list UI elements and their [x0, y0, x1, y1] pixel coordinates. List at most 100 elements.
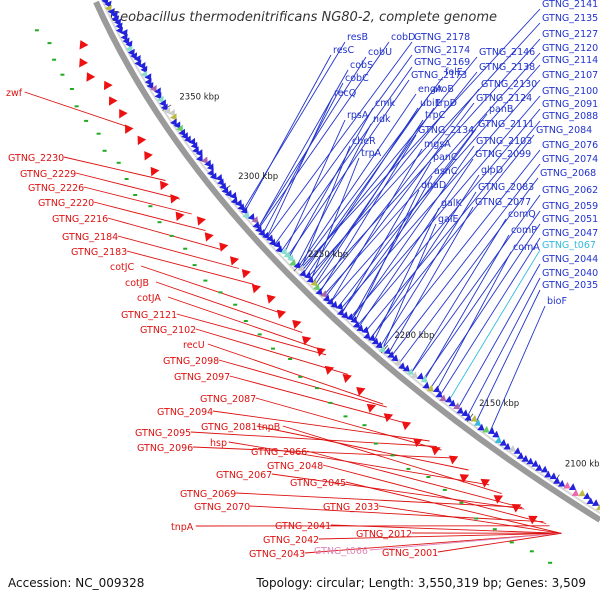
- gene-label-gtng-2102: GTNG_2102: [140, 325, 196, 336]
- reverse-gene-arrow: [248, 281, 261, 294]
- gc-skew-tick: [363, 424, 367, 426]
- gene-label-tnpb: tnpB: [258, 422, 280, 433]
- forward-leader-line: [359, 159, 473, 326]
- gene-label-cotjb: cotJB: [125, 278, 149, 289]
- gene-label-gale: galE: [438, 214, 459, 225]
- gene-label-gtng-2045: GTNG_2045: [290, 478, 346, 489]
- reverse-gene-arrow: [76, 38, 89, 50]
- gc-skew-tick: [148, 205, 152, 207]
- gc-skew-tick: [133, 194, 137, 196]
- gene-label-gtng-2184: GTNG_2184: [62, 232, 118, 243]
- gene-label-gtng-2141: GTNG_2141: [542, 0, 598, 10]
- gene-label-gtng-2087: GTNG_2087: [200, 394, 256, 405]
- gc-skew-tick: [548, 562, 552, 564]
- gene-label-gtng-2220: GTNG_2220: [38, 198, 94, 209]
- reverse-gene-arrow: [526, 512, 538, 525]
- gc-skew-tick: [271, 348, 275, 350]
- gc-skew-tick: [459, 502, 463, 504]
- reverse-gene-arrow: [201, 229, 214, 242]
- reverse-gene-arrow: [399, 417, 411, 430]
- gc-skew-tick: [35, 29, 39, 31]
- gene-label-cobc: cobC: [345, 73, 369, 84]
- forward-leader-line: [490, 306, 545, 432]
- forward-leader-line: [332, 149, 423, 301]
- gene-label-biof: bioF: [547, 296, 567, 307]
- reverse-gene-arrow: [509, 500, 521, 513]
- gc-skew-tick: [474, 518, 478, 520]
- gene-label-gtng-2042: GTNG_2042: [263, 535, 319, 546]
- gc-skew-tick: [288, 358, 292, 360]
- reverse-leader-line: [118, 236, 239, 269]
- gc-skew-tick: [193, 264, 197, 266]
- reverse-gene-arrow: [193, 213, 206, 226]
- gene-label-gtng-2134: GTNG_2134: [418, 125, 474, 136]
- reverse-gene-arrow: [216, 239, 229, 252]
- gene-label-arob: aroB: [432, 84, 454, 95]
- gene-label-gtng-2035: GTNG_2035: [542, 280, 598, 291]
- gc-skew-tick: [329, 402, 333, 404]
- gene-label-gtng-2135: GTNG_2135: [542, 13, 598, 24]
- gene-label-gtng-2229: GTNG_2229: [20, 169, 76, 180]
- gene-label-gtng-2111: GTNG_2111: [478, 119, 534, 130]
- ruler-label: 2350 kbp: [179, 92, 219, 102]
- reverse-gene-arrow: [321, 362, 334, 375]
- gene-label-dnad: dnaD: [421, 180, 446, 191]
- gene-label-ndk: ndk: [373, 114, 391, 125]
- gene-label-gtng-2097: GTNG_2097: [174, 372, 230, 383]
- gene-label-hsp: hsp: [210, 438, 227, 449]
- reverse-leader-line: [84, 187, 192, 214]
- gc-skew-tick: [258, 333, 262, 335]
- forward-leader-line: [268, 42, 412, 237]
- gene-label-gtng-2012: GTNG_2012: [356, 529, 412, 540]
- gc-skew-tick: [298, 376, 302, 378]
- gc-skew-tick: [70, 88, 74, 90]
- reverse-gene-arrow: [238, 266, 251, 279]
- gene-label-gtng-2044: GTNG_2044: [542, 254, 598, 265]
- gene-label-gtng-2130: GTNG_2130: [481, 79, 537, 90]
- gene-label-gtng-t066: GTNG_t066: [314, 546, 368, 557]
- gene-label-gtng-2001: GTNG_2001: [382, 548, 438, 559]
- forward-leader-line: [449, 250, 540, 401]
- gene-label-gtng-2043: GTNG_2043: [249, 549, 305, 560]
- gc-skew-tick: [103, 150, 107, 152]
- gc-skew-tick: [244, 320, 248, 322]
- reverse-gene-arrow: [140, 148, 153, 160]
- gc-skew-tick: [52, 59, 56, 61]
- gene-label-recq: recQ: [334, 88, 356, 99]
- forward-leader-line: [372, 175, 479, 338]
- gc-skew-tick: [183, 248, 187, 250]
- reverse-gene-arrow: [299, 332, 312, 345]
- gene-label-comp: comP: [511, 225, 537, 236]
- gc-skew-tick: [84, 120, 88, 122]
- forward-leader-line: [468, 278, 540, 416]
- forward-leader-line: [412, 195, 540, 372]
- gene-label-cmk: cmk: [375, 98, 395, 109]
- gene-label-gtng-2100: GTNG_2100: [542, 86, 598, 97]
- gc-skew-tick: [219, 291, 223, 293]
- gc-skew-tick: [117, 162, 121, 164]
- gene-label-trpc: trpC: [425, 110, 446, 121]
- gene-label-gtng-2216: GTNG_2216: [52, 214, 108, 225]
- gene-label-gtng-2226: GTNG_2226: [28, 183, 84, 194]
- gc-skew-tick: [158, 221, 162, 223]
- gc-skew-tick: [97, 133, 101, 135]
- reverse-leader-line: [191, 432, 437, 447]
- gene-label-fole: folE: [445, 67, 463, 78]
- gene-label-gtng-2040: GTNG_2040: [542, 268, 598, 279]
- gene-label-gtng-2033: GTNG_2033: [323, 502, 379, 513]
- gene-label-gtng-2174: GTNG_2174: [414, 45, 470, 56]
- topology-label: Topology: circular; Length: 3,550,319 bp…: [256, 576, 586, 590]
- gene-label-gtng-2094: GTNG_2094: [157, 407, 213, 418]
- gene-label-gtng-2077: GTNG_2077: [475, 197, 531, 208]
- gene-label-panb: panB: [489, 104, 513, 115]
- reverse-leader-line: [196, 329, 348, 374]
- gc-skew-tick: [374, 443, 378, 445]
- gene-label-gtng-2068: GTNG_2068: [540, 168, 596, 179]
- genome-map: Geobacillus thermodenitrificans NG80-2, …: [0, 0, 600, 600]
- gc-skew-tick: [125, 178, 129, 180]
- gene-label-resb: resB: [347, 32, 368, 43]
- reverse-leader-line: [230, 376, 407, 423]
- reverse-gene-arrow: [273, 306, 286, 319]
- gene-label-gtng-2059: GTNG_2059: [542, 201, 598, 212]
- reverse-gene-arrow: [83, 70, 96, 82]
